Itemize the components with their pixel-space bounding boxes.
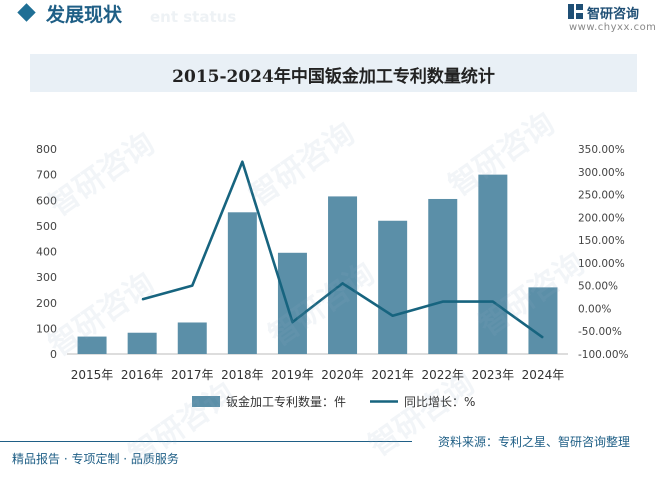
section-subtitle: ent status xyxy=(150,8,237,26)
bar-2017年 xyxy=(177,322,207,354)
x-axis-tick-label: 2022年 xyxy=(421,368,464,382)
left-axis-tick-label: 800 xyxy=(36,143,57,156)
growth-rate-point xyxy=(442,301,444,303)
growth-rate-point xyxy=(141,298,143,300)
legend-bar-swatch xyxy=(192,396,220,407)
x-axis-tick-label: 2016年 xyxy=(121,368,164,382)
x-axis-tick-label: 2017年 xyxy=(171,368,214,382)
growth-rate-point xyxy=(191,285,193,287)
legend-bar-label: 钣金加工专利数量：件 xyxy=(226,394,346,409)
bar-2022年 xyxy=(428,198,458,354)
logo-icon xyxy=(568,4,583,19)
bar-2021年 xyxy=(378,220,408,354)
left-axis-tick-label: 600 xyxy=(36,194,57,207)
bar-2015年 xyxy=(77,336,107,354)
bar-2023年 xyxy=(478,174,508,354)
bar-2016年 xyxy=(127,332,157,354)
growth-rate-point xyxy=(542,337,544,339)
right-axis-tick-label: 100.00% xyxy=(578,258,625,270)
right-axis-tick-label: 50.00% xyxy=(578,281,618,293)
right-axis-tick-label: -50.00% xyxy=(578,326,622,338)
chart-title: 2015-2024年中国钣金加工专利数量统计 xyxy=(172,67,495,87)
right-axis-tick-label: 350.00% xyxy=(578,144,625,156)
logo-url: www.chyxx.com xyxy=(569,22,657,33)
footer-tagline: 精品报告 · 专项定制 · 品质服务 xyxy=(12,452,179,466)
title-bar: 2015-2024年中国钣金加工专利数量统计 xyxy=(30,54,637,92)
x-axis-tick-label: 2023年 xyxy=(472,368,515,382)
x-axis-tick-label: 2021年 xyxy=(371,368,414,382)
x-axis-tick-label: 2015年 xyxy=(71,368,114,382)
x-axis-tick-label: 2024年 xyxy=(522,368,565,382)
left-axis-tick-label: 300 xyxy=(36,271,57,284)
footer-divider xyxy=(0,441,412,442)
growth-rate-point xyxy=(241,161,243,163)
left-axis-tick-label: 100 xyxy=(36,322,57,335)
left-axis-tick-label: 200 xyxy=(36,297,57,310)
bar-2024年 xyxy=(528,287,558,354)
right-axis-tick-label: 250.00% xyxy=(578,190,625,202)
left-axis-tick-label: 500 xyxy=(36,220,57,233)
left-axis-tick-label: 400 xyxy=(36,246,57,259)
x-axis-tick-label: 2019年 xyxy=(271,368,314,382)
right-axis-tick-label: -100.00% xyxy=(578,349,629,361)
header: 发展现状 ent status 智研咨询 www.chyxx.com xyxy=(0,0,667,38)
logo-text: 智研咨询 xyxy=(587,7,640,22)
x-axis-tick-label: 2020年 xyxy=(321,368,364,382)
growth-rate-point xyxy=(291,321,293,323)
right-axis-tick-label: 150.00% xyxy=(578,235,625,247)
right-axis-tick-label: 300.00% xyxy=(578,167,625,179)
left-axis-tick-label: 0 xyxy=(50,348,57,361)
bar-2019年 xyxy=(277,252,307,354)
bar-2020年 xyxy=(328,196,358,354)
legend-line-label: 同比增长：% xyxy=(404,395,475,409)
footer-source: 资料来源：专利之星、智研咨询整理 xyxy=(438,435,631,449)
section-title: 发展现状 xyxy=(46,4,123,26)
growth-rate-point xyxy=(392,315,394,317)
right-axis-tick-label: 200.00% xyxy=(578,212,625,224)
x-axis-tick-label: 2018年 xyxy=(221,368,264,382)
growth-rate-point xyxy=(492,301,494,303)
left-axis-tick-label: 700 xyxy=(36,169,57,182)
growth-rate-point xyxy=(342,282,344,284)
bar-2018年 xyxy=(227,212,257,354)
right-axis-tick-label: 0.00% xyxy=(578,303,611,315)
